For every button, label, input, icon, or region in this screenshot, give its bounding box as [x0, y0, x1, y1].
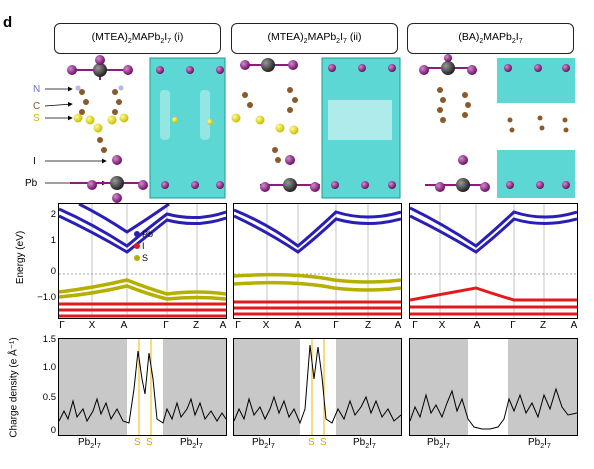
xtick: A	[570, 320, 578, 331]
label-s: S	[134, 437, 141, 448]
xtick: A	[394, 320, 402, 331]
xtick: A	[294, 320, 302, 331]
band-ytick: 2	[50, 209, 56, 220]
charge-ytick: 1.0	[42, 362, 56, 373]
xtick: X	[262, 320, 270, 331]
charge-plot-right	[409, 338, 578, 436]
label-s: S	[308, 437, 315, 448]
structure-left-atoms	[67, 55, 148, 203]
structure-left-isosurface	[149, 57, 226, 199]
legend-s: S	[134, 253, 148, 263]
structure-mid-atoms	[231, 58, 320, 192]
band-svg-right	[410, 204, 577, 318]
panel-letter: d	[3, 14, 13, 31]
atom-label-n: N	[33, 84, 41, 95]
band-plot-left	[58, 203, 227, 319]
xtick: Γ	[235, 320, 241, 331]
label-pb2i7: Pb2I7	[180, 437, 203, 450]
title-mtea-ii: (MTEA)2MAPb2I7 (ii)	[231, 23, 398, 54]
label-pb2i7: Pb2I7	[252, 437, 275, 450]
label-s: S	[146, 437, 153, 448]
label-s: S	[320, 437, 327, 448]
band-svg-mid	[234, 204, 401, 318]
xtick: Γ	[333, 320, 339, 331]
band-svg-left	[59, 204, 226, 318]
xtick: Z	[364, 320, 372, 331]
xtick: Γ	[412, 320, 418, 331]
xtick: Γ	[59, 320, 65, 331]
label-pb2i7: Pb2I7	[78, 437, 101, 450]
label-pb2i7: Pb2I7	[528, 437, 551, 450]
xtick: A	[473, 320, 481, 331]
band-ytick: 1	[50, 235, 56, 246]
band-ytick: −1.0	[37, 292, 56, 303]
xtick: Γ	[510, 320, 516, 331]
legend-pb: Pb	[134, 229, 153, 239]
band-plot-mid	[233, 203, 402, 319]
atom-label-pb: Pb	[25, 178, 38, 189]
atom-label-s: S	[33, 113, 40, 124]
xtick: Γ	[163, 320, 169, 331]
legend-dot	[134, 243, 140, 249]
title-ba: (BA)2MAPb2I7	[407, 23, 574, 54]
charge-ytick: 0	[50, 425, 56, 436]
xtick: X	[438, 320, 446, 331]
title-mtea-i: (MTEA)2MAPb2I7 (i)	[54, 23, 221, 54]
xtick: A	[219, 320, 227, 331]
charge-plot-mid	[233, 338, 402, 436]
legend-dot	[134, 255, 140, 261]
title-text: (MTEA)2MAPb2I7 (i)	[91, 31, 184, 46]
structure-right-isosurface	[497, 58, 575, 198]
xtick: Z	[539, 320, 547, 331]
structure-right-atoms	[419, 54, 490, 192]
label-pb2i7: Pb2I7	[427, 437, 450, 450]
charge-svg-left	[59, 339, 226, 435]
legend-dot	[134, 231, 140, 237]
arrow-c	[44, 101, 73, 107]
atom-label-i: I	[33, 156, 36, 167]
band-ytick: 0	[50, 266, 56, 277]
band-plot-right	[409, 203, 578, 319]
title-text: (BA)2MAPb2I7	[458, 31, 523, 46]
charge-ytick: 1.5	[42, 334, 56, 345]
xtick: Z	[192, 320, 200, 331]
label-pb2i7: Pb2I7	[353, 437, 376, 450]
xtick: A	[120, 320, 128, 331]
band-ylabel: Energy (eV)	[15, 230, 27, 285]
legend-i: I	[134, 241, 145, 251]
title-text: (MTEA)2MAPb2I7 (ii)	[267, 31, 362, 46]
structure-mid-isosurface	[321, 57, 401, 199]
xtick: X	[88, 320, 96, 331]
charge-plot-left	[58, 338, 227, 436]
charge-svg-right	[410, 339, 577, 435]
charge-ylabel: Charge density (e Å⁻¹)	[8, 337, 20, 438]
charge-svg-mid	[234, 339, 401, 435]
charge-ytick: 0.5	[42, 392, 56, 403]
atom-label-c: C	[33, 101, 41, 112]
